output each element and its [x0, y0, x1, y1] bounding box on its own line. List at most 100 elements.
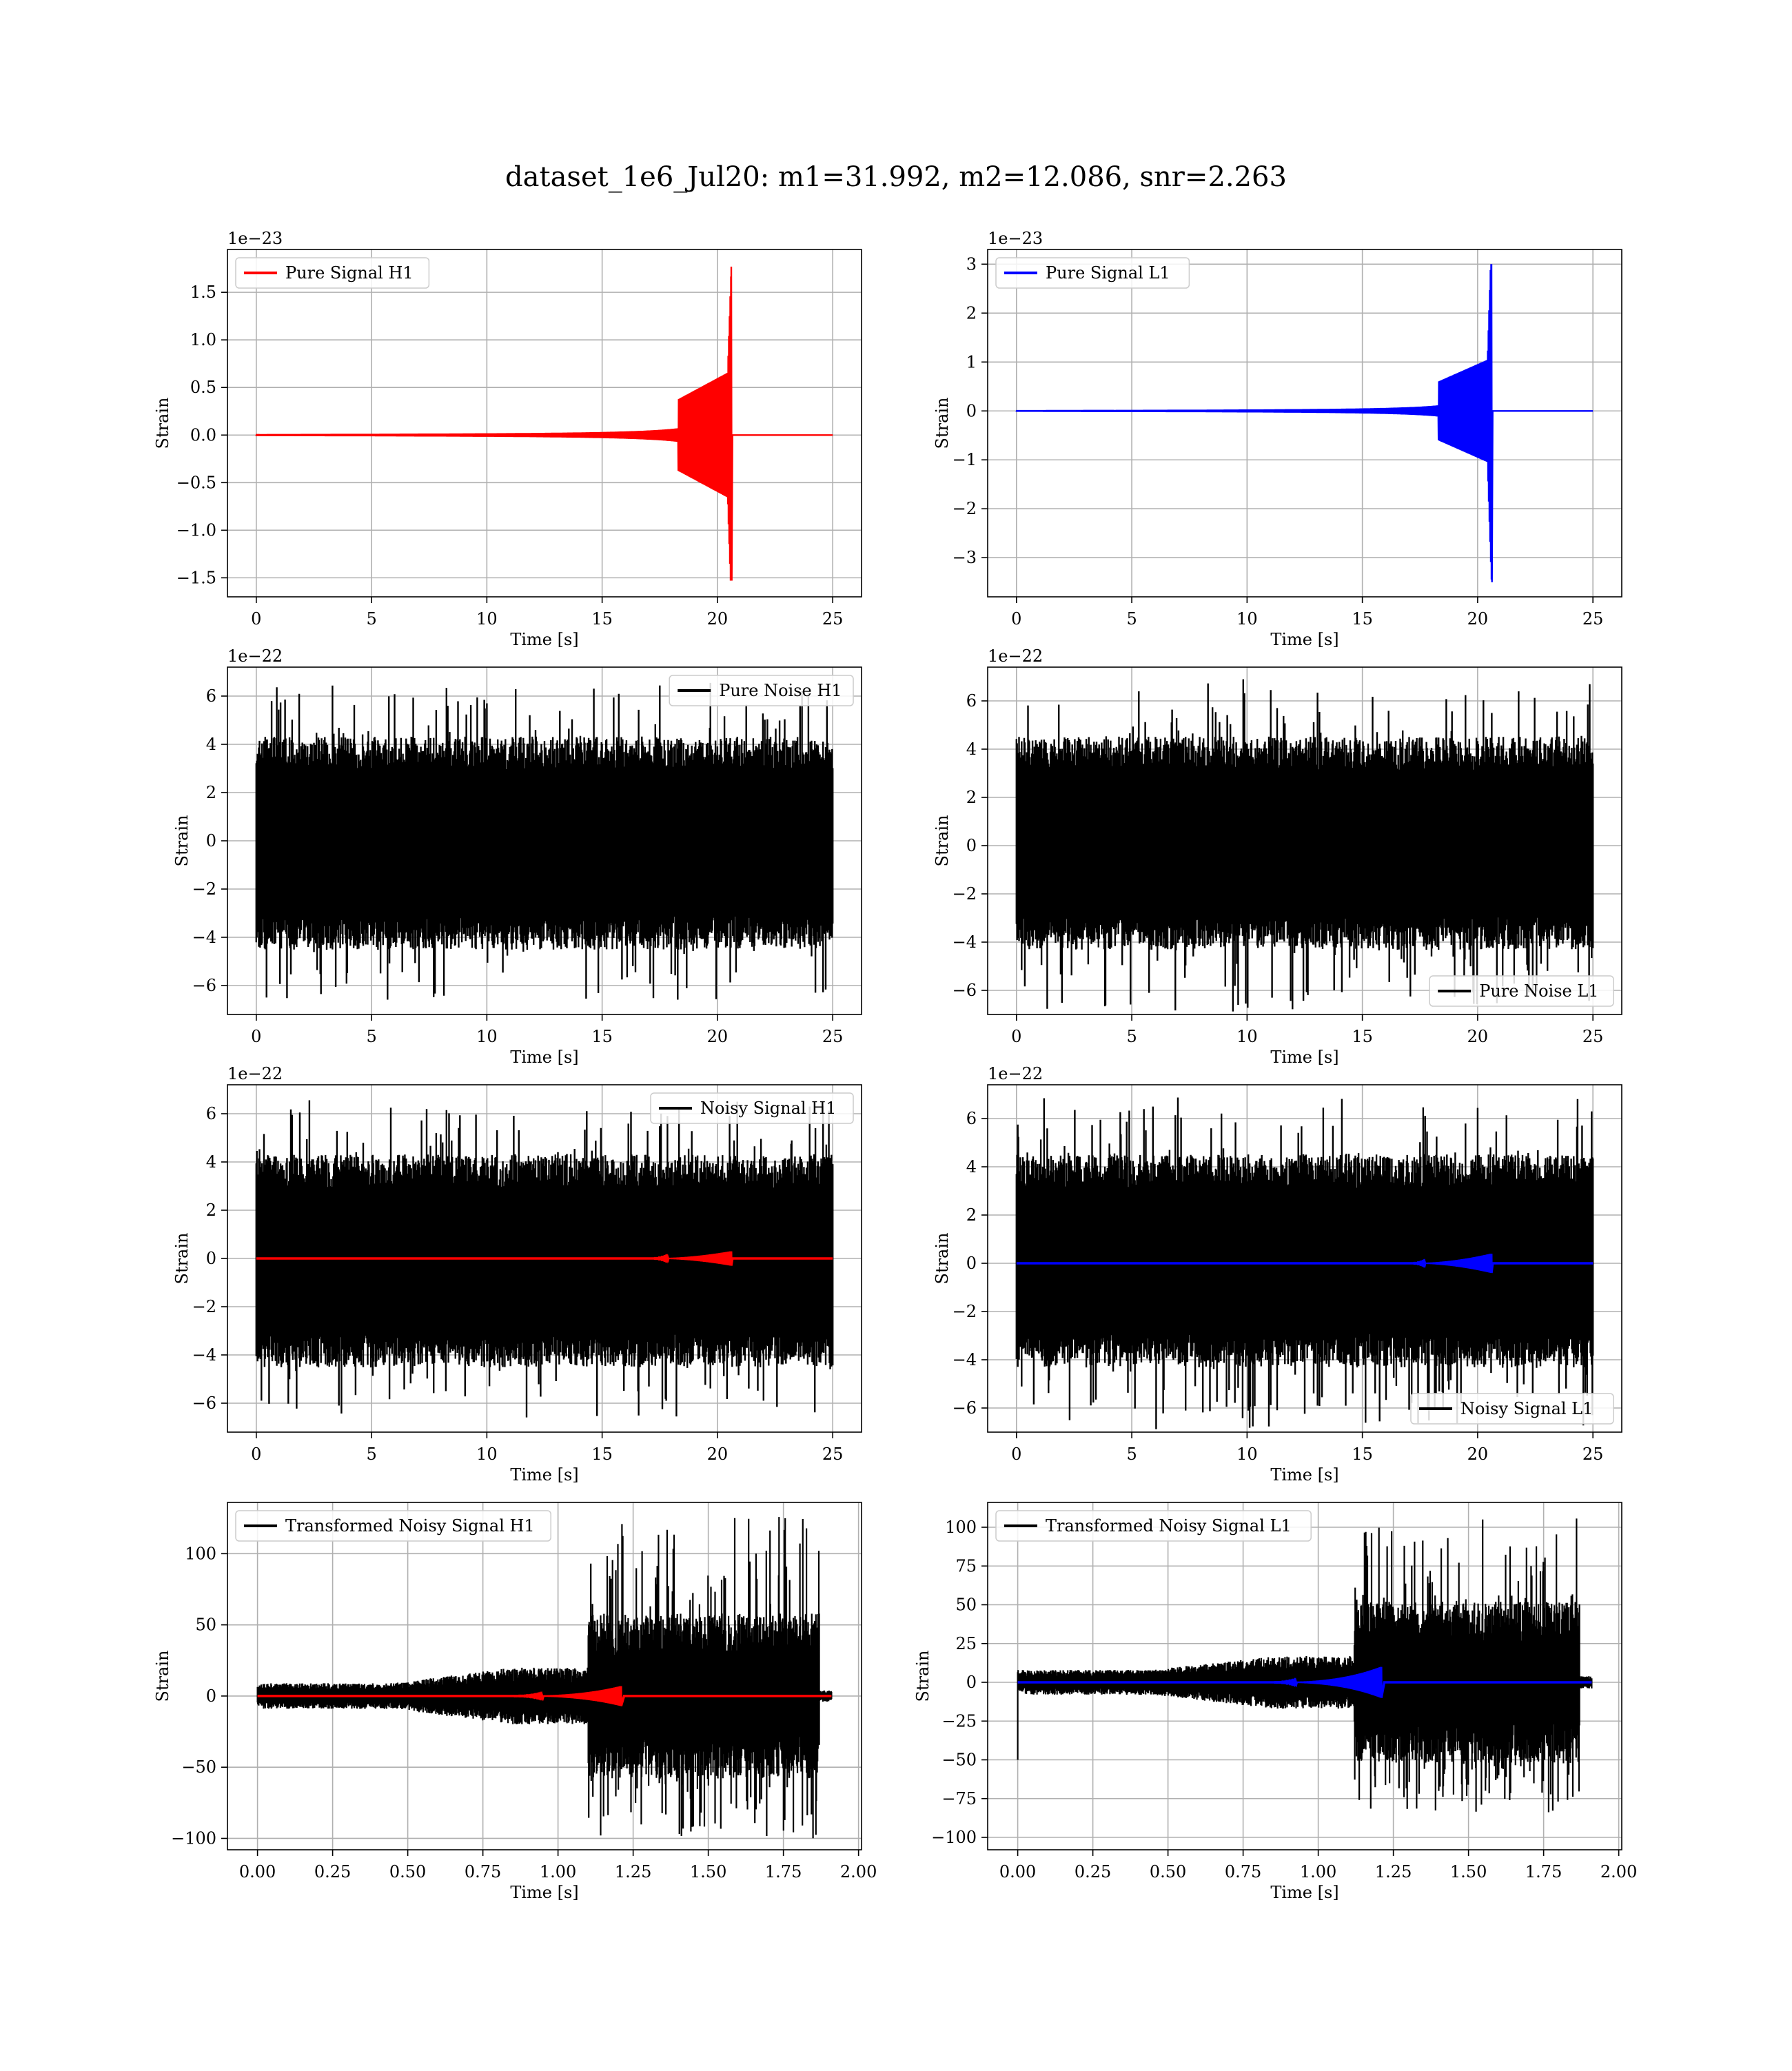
legend-box: [1410, 1393, 1614, 1425]
x-tick-label: 20: [1467, 609, 1489, 629]
legend-label: Pure Noise H1: [719, 681, 842, 700]
y-axis-label: Strain: [913, 1651, 933, 1702]
axes-frame: [227, 1502, 862, 1850]
y-tick-label: 0.0: [190, 425, 216, 445]
y-tick-label: 75: [955, 1556, 977, 1575]
x-tick-label: 5: [1126, 1445, 1137, 1464]
legend-box: [995, 257, 1190, 289]
legend-box: [235, 257, 430, 289]
y-tick-label: −2: [192, 1297, 216, 1316]
x-tick-label: 5: [366, 609, 376, 629]
y-tick-label: 4: [206, 1152, 216, 1172]
x-axis-label: Time [s]: [510, 1465, 578, 1485]
x-tick-label: 15: [591, 609, 613, 629]
x-tick-label: 20: [1467, 1027, 1489, 1046]
y-tick-label: 2: [206, 1201, 216, 1220]
legend-label: Pure Signal H1: [285, 263, 414, 283]
legend: Transformed Noisy Signal L1: [995, 1510, 1312, 1542]
x-tick-label: 1.00: [540, 1862, 576, 1881]
series-band: [256, 769, 833, 917]
x-tick-label: 0.50: [389, 1862, 426, 1881]
x-tick-label: 1.25: [1375, 1862, 1412, 1881]
y-tick-label: −4: [192, 1345, 216, 1365]
x-tick-label: 25: [822, 609, 844, 629]
y-tick-label: 6: [206, 1104, 216, 1123]
y-tick-label: 2: [206, 783, 216, 802]
legend: Noisy Signal L1: [1410, 1393, 1614, 1425]
panel-pure-signal-l1: 0 5 10 15 20 25 −3 −2 −1 0 1 2 3 Time [s] Strain 1e−23P…: [933, 229, 1622, 649]
y-tick-label: −1.0: [176, 520, 216, 540]
y-tick-label: 2: [966, 1205, 977, 1225]
y-tick-label: −25: [941, 1711, 977, 1731]
y-tick-label: 2: [966, 788, 977, 807]
x-tick-label: 1.00: [1300, 1862, 1336, 1881]
series-band: [1016, 770, 1594, 917]
y-tick-label: 0: [966, 1254, 977, 1273]
panel-noisy-signal-l1: 0 5 10 15 20 25 −6 −4 −2 0 2 4 6 Time [s] Strain 1e−22 N…: [933, 1064, 1622, 1485]
legend-label: Pure Signal L1: [1046, 263, 1170, 283]
y-tick-label: −2: [953, 884, 977, 904]
panel-pure-signal-h1: 0 5 10 15 20 25 −1.5 −1.0 −0.5 0.0 0.5 1.0 1.5 Time […: [153, 229, 862, 649]
x-tick-label: 25: [1582, 1445, 1604, 1464]
y-tick-label: 50: [955, 1595, 977, 1615]
y-tick-label: −1: [953, 450, 977, 469]
x-tick-label: 2.00: [1600, 1862, 1637, 1881]
y-tick-label: −100: [931, 1828, 977, 1847]
x-tick-label: 10: [1236, 1445, 1258, 1464]
y-tick-label: −3: [953, 548, 977, 567]
x-tick-label: 5: [1126, 1027, 1137, 1046]
y-tick-label: 2: [966, 303, 977, 323]
x-tick-label: 2.00: [840, 1862, 877, 1881]
y-offset-label: 1e−22: [227, 1064, 283, 1083]
axes-frame: [987, 249, 1622, 598]
legend-label: Pure Noise L1: [1479, 981, 1598, 1001]
legend-label: Transformed Noisy Signal H1: [285, 1516, 535, 1536]
y-tick-label: −6: [192, 1394, 216, 1413]
y-offset-label: 1e−23: [988, 229, 1043, 248]
x-tick-label: 0: [1011, 609, 1021, 629]
x-tick-label: 25: [1582, 1027, 1604, 1046]
series-line: [1017, 1666, 1592, 1698]
y-tick-label: 100: [185, 1544, 216, 1563]
y-tick-label: −100: [171, 1828, 216, 1848]
y-tick-label: 4: [966, 1157, 977, 1176]
plot-area: [255, 682, 834, 1000]
y-axis-label: Strain: [933, 815, 952, 867]
x-tick-label: 0.75: [465, 1862, 501, 1881]
legend-label: Noisy Signal H1: [700, 1099, 836, 1118]
x-axis-label: Time [s]: [1270, 1465, 1338, 1485]
panel-pure-noise-h1: 0 5 10 15 20 25 −6 −4 −2 0 2 4 6 Time [s] Strain 1e−22 P…: [172, 646, 862, 1067]
legend-box: [669, 675, 854, 706]
legend: Noisy Signal H1: [650, 1092, 854, 1124]
series-line: [257, 1686, 832, 1706]
y-tick-label: 50: [195, 1615, 216, 1635]
legend-box: [1429, 975, 1614, 1007]
x-tick-label: 1.50: [1450, 1862, 1487, 1881]
legend: Transformed Noisy Signal H1: [235, 1510, 551, 1542]
x-axis-label: Time [s]: [1270, 1048, 1338, 1067]
x-tick-label: 15: [1352, 1027, 1373, 1046]
series-line: [256, 1251, 833, 1266]
y-tick-label: 1.5: [190, 283, 216, 302]
y-tick-label: −1.5: [176, 568, 216, 587]
y-axis-label: Strain: [933, 1233, 952, 1285]
axes-frame: [987, 666, 1622, 1015]
x-tick-label: 0.25: [1075, 1862, 1111, 1881]
x-axis-label: Time [s]: [510, 630, 578, 649]
x-axis-label: Time [s]: [510, 1048, 578, 1067]
legend-box: [650, 1092, 854, 1124]
plot-area: [255, 1100, 834, 1418]
y-tick-label: 1.0: [190, 330, 216, 349]
y-tick-label: −4: [192, 928, 216, 947]
y-tick-label: −50: [941, 1751, 977, 1770]
y-tick-label: 3: [966, 254, 977, 274]
x-tick-label: 15: [591, 1027, 613, 1046]
y-tick-label: 100: [945, 1518, 977, 1537]
x-tick-label: 10: [476, 1027, 498, 1046]
x-tick-label: 10: [1236, 609, 1258, 629]
plot-area: [1015, 1097, 1594, 1429]
y-tick-label: −2: [192, 879, 216, 899]
x-tick-label: 15: [1352, 1445, 1373, 1464]
x-tick-label: 5: [366, 1027, 376, 1046]
